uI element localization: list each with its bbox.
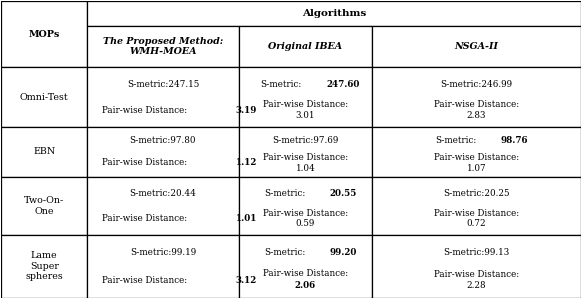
Text: S-metric:97.80: S-metric:97.80	[130, 136, 196, 145]
Text: 20.55: 20.55	[329, 189, 357, 198]
Text: Pair-wise Distance:
2.28: Pair-wise Distance: 2.28	[434, 270, 519, 290]
Text: Omni-Test: Omni-Test	[20, 93, 69, 102]
Bar	[372, 127, 581, 177]
Text: Pair-wise Distance:
1.04: Pair-wise Distance: 1.04	[263, 153, 348, 173]
Text: S-metric:: S-metric:	[260, 80, 301, 89]
Text: 1.01: 1.01	[236, 214, 257, 223]
Text: 247.60: 247.60	[327, 80, 360, 89]
Bar	[372, 235, 581, 298]
Text: S-metric:246.99: S-metric:246.99	[441, 80, 512, 89]
Bar	[239, 68, 372, 127]
Text: Two-On-
One: Two-On- One	[24, 196, 65, 216]
Text: Algorithms: Algorithms	[301, 9, 366, 18]
Bar	[87, 68, 239, 127]
Bar	[1, 177, 87, 235]
Bar	[239, 127, 372, 177]
Text: Pair-wise Distance:: Pair-wise Distance:	[102, 106, 190, 115]
Bar	[372, 26, 581, 68]
Text: 99.20: 99.20	[329, 248, 357, 257]
Text: S-metric:99.19: S-metric:99.19	[130, 248, 196, 257]
Bar	[87, 127, 239, 177]
Text: 1.12: 1.12	[236, 158, 257, 167]
Bar	[87, 177, 239, 235]
Text: 3.19: 3.19	[236, 106, 257, 115]
Text: Pair-wise Distance:
3.01: Pair-wise Distance: 3.01	[263, 100, 348, 120]
Bar	[1, 127, 87, 177]
Text: S-metric:97.69: S-metric:97.69	[272, 136, 339, 145]
Bar	[239, 177, 372, 235]
Bar	[1, 1, 87, 68]
Text: Pair-wise Distance:
2.83: Pair-wise Distance: 2.83	[434, 100, 519, 120]
Bar	[1, 235, 87, 298]
Text: S-metric:99.13: S-metric:99.13	[443, 248, 509, 257]
Bar	[239, 235, 372, 298]
Text: 3.12: 3.12	[236, 275, 257, 285]
Bar	[87, 26, 239, 68]
Text: 2.06: 2.06	[295, 280, 316, 289]
Text: S-metric:: S-metric:	[264, 248, 306, 257]
Text: S-metric:20.44: S-metric:20.44	[130, 189, 197, 198]
Bar	[372, 68, 581, 127]
Text: Pair-wise Distance:: Pair-wise Distance:	[102, 158, 190, 167]
Text: Pair-wise Distance:: Pair-wise Distance:	[263, 269, 348, 278]
Text: MOPs: MOPs	[29, 30, 60, 39]
Text: 98.76: 98.76	[500, 136, 527, 145]
Bar	[1, 68, 87, 127]
Text: Pair-wise Distance:
0.72: Pair-wise Distance: 0.72	[434, 209, 519, 228]
Bar	[87, 1, 581, 26]
Text: Original IBEA: Original IBEA	[268, 42, 343, 51]
Text: S-metric:247.15: S-metric:247.15	[127, 80, 199, 89]
Text: S-metric:: S-metric:	[435, 136, 476, 145]
Text: Pair-wise Distance:: Pair-wise Distance:	[102, 214, 190, 223]
Bar	[372, 177, 581, 235]
Text: Pair-wise Distance:
0.59: Pair-wise Distance: 0.59	[263, 209, 348, 228]
Text: S-metric:20.25: S-metric:20.25	[443, 189, 510, 198]
Text: S-metric:: S-metric:	[264, 189, 306, 198]
Bar	[87, 235, 239, 298]
Bar	[239, 26, 372, 68]
Text: The Proposed Method:
WMH-MOEA: The Proposed Method: WMH-MOEA	[103, 37, 223, 57]
Text: Lame
Super
spheres: Lame Super spheres	[26, 251, 63, 281]
Text: EBN: EBN	[33, 147, 55, 156]
Text: Pair-wise Distance:
1.07: Pair-wise Distance: 1.07	[434, 153, 519, 173]
Text: Pair-wise Distance:: Pair-wise Distance:	[102, 275, 190, 285]
Text: NSGA-II: NSGA-II	[455, 42, 498, 51]
